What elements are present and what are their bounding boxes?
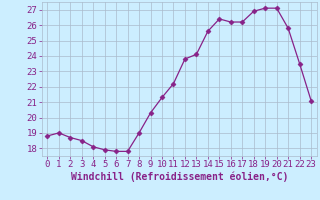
X-axis label: Windchill (Refroidissement éolien,°C): Windchill (Refroidissement éolien,°C) xyxy=(70,172,288,182)
